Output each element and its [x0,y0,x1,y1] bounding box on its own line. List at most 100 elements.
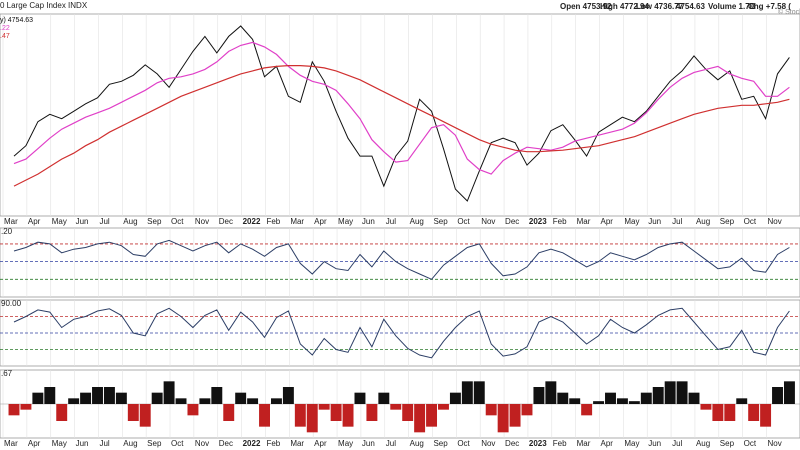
x-tick-label: Jun [648,439,661,448]
x-tick-label: Feb [553,217,567,226]
histogram-bar [605,392,616,404]
histogram-bar [80,392,92,404]
histogram-bar [640,392,652,404]
panel-frame [0,369,800,439]
histogram-bar [139,404,151,427]
x-tick-label: Feb [266,217,280,226]
x-tick-label: Dec [219,439,233,448]
x-tick-label: Sep [433,217,448,226]
x-tick-label: 2023 [529,439,547,448]
histogram-bar [783,381,795,404]
histogram-bar [282,387,294,404]
x-tick-label: Jul [99,217,109,226]
histogram-bar [664,381,676,404]
x-tick-label: Mar [577,439,591,448]
x-tick-label: Jun [362,217,375,226]
histogram-bar [438,404,449,410]
x-tick-label: 2022 [243,217,261,226]
x-tick-label: Aug [410,439,424,448]
histogram-bar [652,387,664,404]
x-tick-label: Apr [28,217,41,226]
legend-entry: .22 [0,25,10,32]
watermark: © StockCh [778,8,800,16]
x-tick-label: Mar [290,439,304,448]
x-tick-label: Sep [147,439,162,448]
histogram-bar [270,398,282,404]
x-tick-label: Apr [601,439,614,448]
series-line [13,65,790,187]
x-tick-label: Feb [266,439,280,448]
histogram-bar [92,387,103,404]
quote-field: Open 4753.92 [560,2,612,11]
legend-entry: y) 4754.63 [0,17,33,24]
histogram-bar [151,392,163,404]
histogram-bar [378,392,390,404]
x-tick-label: Dec [505,439,519,448]
series-line [13,25,790,202]
x-tick-label: Jun [648,217,661,226]
x-tick-label: Sep [720,439,735,448]
x-tick-label: Aug [123,217,137,226]
x-tick-label: Apr [601,217,614,226]
x-tick-label: Aug [123,439,137,448]
series-line [13,307,790,359]
histogram-bar [509,404,521,427]
histogram-bar [68,398,80,404]
x-tick-label: Dec [219,217,233,226]
x-tick-label: Jun [362,439,375,448]
histogram-bar [772,387,783,404]
x-tick-label: Nov [481,439,495,448]
x-tick-label: Mar [4,439,18,448]
histogram-bar [581,404,593,416]
x-tick-label: May [338,439,353,448]
series-line [13,41,790,175]
histogram-bar [593,401,605,404]
x-tick-label: Aug [696,217,710,226]
x-tick-label: Nov [481,217,495,226]
panel-frame [0,13,800,217]
quote-field: Volume 1.7B [708,2,756,11]
x-tick-label: Nov [768,439,782,448]
histogram-bar [402,404,414,421]
histogram-bar [497,404,509,433]
x-tick-label: Apr [28,439,41,448]
x-tick-label: Nov [195,439,209,448]
x-tick-label: Jul [386,439,396,448]
x-tick-label: Jul [672,217,682,226]
histogram-bar [426,404,438,427]
x-tick-label: Feb [553,439,567,448]
histogram-bar [688,392,700,404]
x-tick-label: Nov [195,217,209,226]
x-tick-label: Aug [410,217,424,226]
histogram-bar [342,404,354,427]
histogram-bar [533,387,545,404]
histogram-bar [103,387,115,404]
x-tick-label: Dec [505,217,519,226]
panel-frame [0,299,800,367]
x-tick-label: Oct [457,439,470,448]
histogram-bar [628,401,640,404]
histogram-bar [44,387,56,404]
x-tick-label: Sep [720,217,735,226]
histogram-bar [199,398,211,404]
x-tick-label: May [624,439,639,448]
quote-field: High 4772.94 [600,2,649,11]
histogram-bar [724,404,736,421]
histogram-bar [8,404,20,416]
legend-entry: .47 [0,33,10,40]
x-tick-label: Jul [386,217,396,226]
x-tick-label: Jun [76,439,89,448]
histogram-bar [318,404,330,410]
histogram-bar [330,404,342,421]
x-tick-label: Aug [696,439,710,448]
histogram-bar [20,404,32,410]
histogram-bar [390,404,402,410]
x-tick-label: Oct [744,217,757,226]
x-tick-label: May [52,217,67,226]
quote-field: 4754.63 [676,2,705,11]
histogram-bar [366,404,378,421]
x-tick-label: Oct [744,439,757,448]
x-tick-label: Nov [768,217,782,226]
x-tick-label: Oct [171,217,184,226]
